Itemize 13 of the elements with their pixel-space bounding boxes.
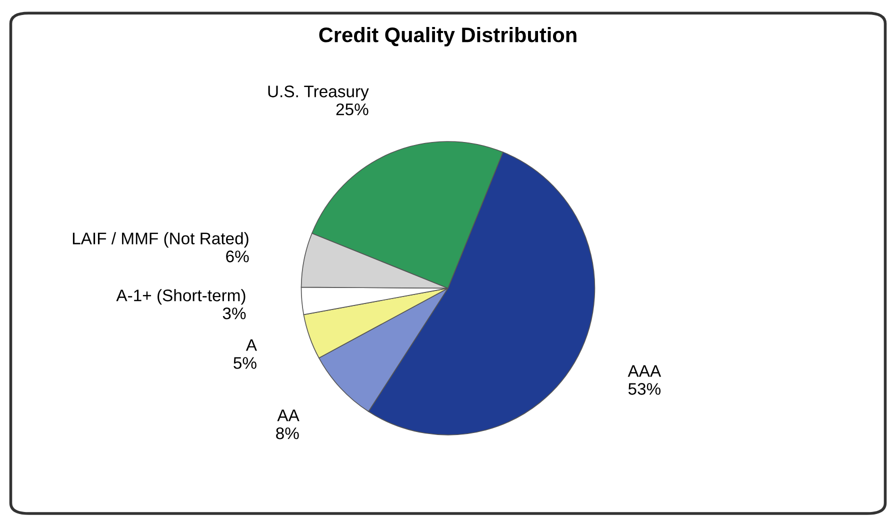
data-label: 25% — [336, 103, 368, 116]
slice-label: A-1+ (Short-term) — [116, 289, 246, 305]
slice-label: U.S. Treasury — [268, 86, 369, 101]
slice-label: AAA — [628, 365, 662, 377]
data-label: 6% — [226, 250, 249, 262]
data-label: 53% — [628, 383, 661, 395]
slice-label: AA — [277, 410, 300, 422]
data-label: 3% — [222, 307, 246, 320]
slice-label: LAIF / MMF (Not Rated) — [72, 232, 248, 248]
chart-title: Credit Quality Distribution — [319, 26, 576, 46]
data-label: 5% — [234, 357, 256, 369]
data-label: 8% — [276, 427, 299, 440]
slice-label: A — [246, 339, 257, 351]
